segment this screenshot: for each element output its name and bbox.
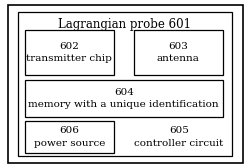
Text: Lagrangian probe 601: Lagrangian probe 601 xyxy=(58,18,192,31)
Text: 604
memory with a unique identification: 604 memory with a unique identification xyxy=(28,88,219,109)
Text: 605
controller circuit: 605 controller circuit xyxy=(134,126,224,148)
Text: 602
transmitter chip: 602 transmitter chip xyxy=(26,42,112,63)
Bar xyxy=(25,80,222,117)
Text: 603
antenna: 603 antenna xyxy=(157,42,200,63)
Bar xyxy=(25,121,114,153)
Bar xyxy=(134,30,222,75)
Bar xyxy=(18,12,233,156)
Text: 606
power source: 606 power source xyxy=(34,126,105,148)
Bar xyxy=(25,30,114,75)
